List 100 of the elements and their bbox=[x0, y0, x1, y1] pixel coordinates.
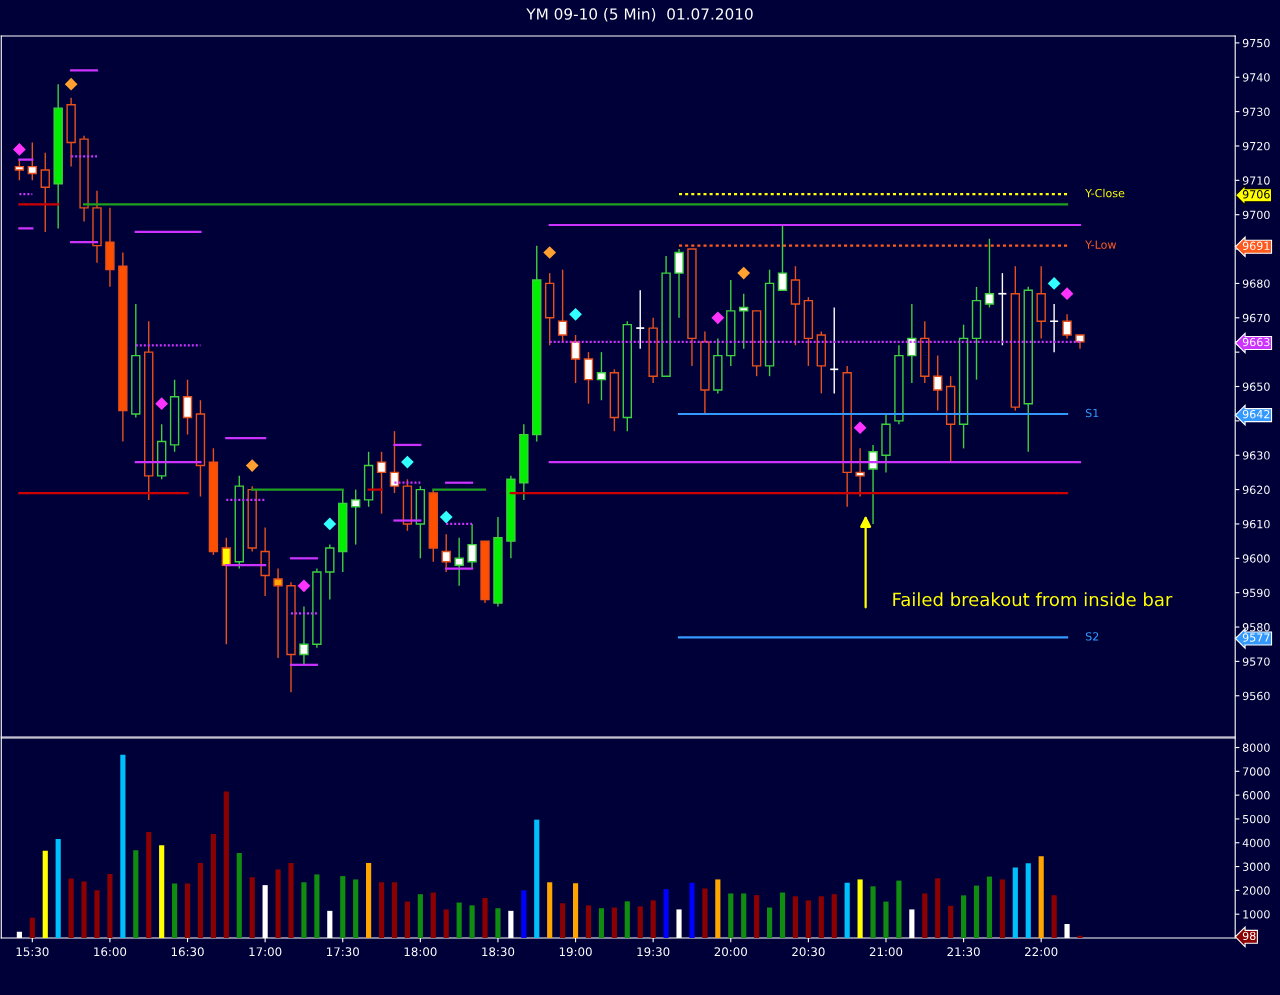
candlestick bbox=[907, 303, 917, 384]
bar bbox=[172, 883, 178, 938]
bar bbox=[986, 876, 993, 938]
bar bbox=[792, 896, 799, 938]
bar bbox=[547, 882, 553, 938]
x-tick-label: 16:30 bbox=[171, 947, 204, 957]
y-tick-label: 5000 bbox=[1243, 814, 1270, 824]
point bbox=[711, 311, 725, 325]
candlestick bbox=[389, 430, 400, 494]
x-tick-label: 18:30 bbox=[482, 947, 515, 957]
y-tick-label: 9630 bbox=[1242, 451, 1270, 460]
y-tick-label: 8000 bbox=[1242, 743, 1270, 752]
x-tick-label: 21:30 bbox=[947, 947, 980, 957]
point bbox=[245, 459, 259, 472]
bar bbox=[715, 879, 721, 938]
candlestick bbox=[777, 224, 788, 291]
candlestick bbox=[674, 248, 684, 319]
bar bbox=[391, 882, 398, 938]
bar bbox=[779, 892, 786, 938]
bar bbox=[353, 879, 359, 938]
x-tick-label: 21:00 bbox=[869, 947, 903, 957]
point bbox=[439, 510, 453, 524]
y-tick-label: 9610 bbox=[1242, 519, 1270, 529]
y-tick-label: 9580 bbox=[1242, 623, 1270, 632]
bar bbox=[973, 885, 980, 938]
bar bbox=[288, 862, 294, 938]
series-label: S2 bbox=[1085, 632, 1099, 641]
bar bbox=[94, 890, 100, 938]
candlestick bbox=[997, 272, 1008, 346]
bar bbox=[417, 894, 423, 938]
bar bbox=[495, 908, 501, 938]
candlestick bbox=[933, 354, 943, 412]
x-tick-label: 17:00 bbox=[249, 947, 282, 957]
bar bbox=[870, 886, 876, 938]
candlestick bbox=[596, 351, 607, 401]
point bbox=[853, 421, 867, 435]
bar bbox=[650, 900, 656, 938]
y-tick-label: 3000 bbox=[1242, 862, 1270, 871]
candlestick bbox=[376, 451, 387, 515]
candlestick bbox=[467, 523, 477, 570]
y-tick-label: 9620 bbox=[1242, 485, 1270, 494]
candlestick bbox=[868, 444, 878, 525]
candlestick bbox=[299, 605, 309, 666]
bar bbox=[766, 907, 773, 938]
bar bbox=[443, 909, 449, 938]
bar bbox=[456, 902, 462, 938]
y-tick-label: 9570 bbox=[1242, 657, 1270, 666]
bar bbox=[689, 882, 695, 938]
bar bbox=[961, 895, 967, 938]
bar bbox=[236, 852, 242, 938]
bar bbox=[107, 873, 113, 938]
bar bbox=[146, 832, 152, 938]
candlestick bbox=[855, 447, 865, 498]
bar bbox=[1025, 863, 1031, 938]
bar bbox=[301, 882, 307, 938]
bar bbox=[857, 879, 863, 938]
bar bbox=[831, 894, 837, 938]
point bbox=[737, 266, 751, 280]
bar bbox=[159, 845, 165, 938]
bar bbox=[210, 833, 216, 938]
bar bbox=[42, 850, 48, 938]
candlestick bbox=[738, 293, 749, 350]
y-tick-label: 9590 bbox=[1242, 588, 1270, 598]
bar bbox=[663, 889, 669, 938]
bar bbox=[948, 905, 954, 938]
y-tick-label: 9730 bbox=[1242, 107, 1270, 116]
candlestick bbox=[14, 159, 25, 182]
point bbox=[64, 77, 78, 91]
bar bbox=[844, 882, 850, 938]
bar bbox=[68, 878, 74, 938]
bar bbox=[818, 896, 824, 938]
y-tick-label: 6000 bbox=[1242, 791, 1270, 800]
series-label: S1 bbox=[1085, 408, 1099, 418]
bar bbox=[1012, 867, 1018, 938]
bar bbox=[999, 879, 1005, 938]
candlestick bbox=[557, 268, 568, 343]
bar bbox=[1077, 935, 1083, 938]
bar bbox=[883, 901, 889, 938]
x-tick-label: 17:30 bbox=[327, 947, 359, 957]
y-tick-label: 9750 bbox=[1242, 38, 1270, 48]
bar bbox=[896, 880, 902, 938]
y-tick-label: 9680 bbox=[1242, 279, 1270, 288]
bar bbox=[741, 893, 747, 938]
candlestick bbox=[454, 537, 464, 587]
y-tick-label: 9600 bbox=[1242, 554, 1270, 563]
point bbox=[401, 455, 414, 469]
bar bbox=[120, 754, 126, 938]
bar bbox=[728, 893, 734, 938]
bar bbox=[81, 881, 87, 938]
bar bbox=[754, 895, 760, 938]
bar bbox=[223, 791, 229, 938]
y-tick-label: 1000 bbox=[1243, 910, 1270, 919]
point bbox=[1047, 277, 1061, 290]
x-tick-label: 20:30 bbox=[792, 947, 825, 957]
bar bbox=[1038, 856, 1044, 938]
y-tick-label: 9650 bbox=[1242, 382, 1270, 391]
y-tick-label: 9663 bbox=[1242, 337, 1270, 347]
y-tick-label: 9706 bbox=[1242, 190, 1270, 199]
candlestick bbox=[182, 378, 193, 436]
point bbox=[13, 143, 26, 156]
